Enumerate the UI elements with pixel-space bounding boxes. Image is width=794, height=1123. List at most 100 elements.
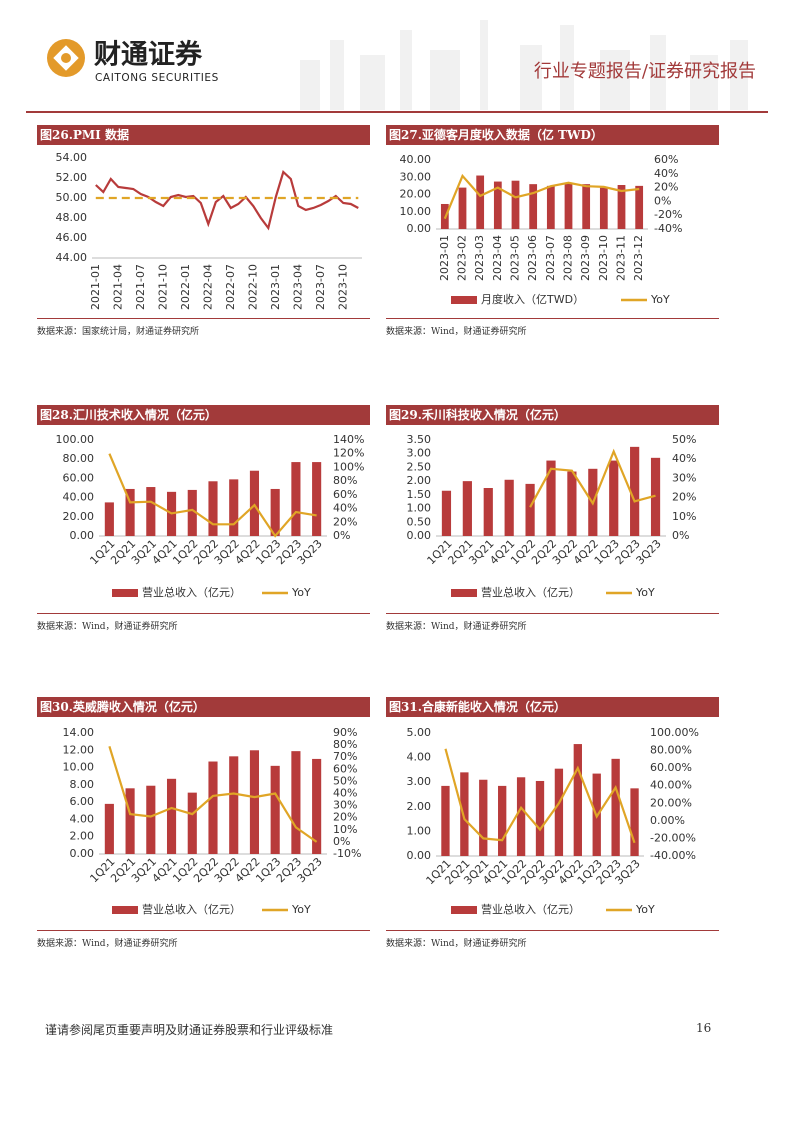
- y-tick-label: 6.00: [70, 795, 95, 808]
- y2-tick-label: 40%: [333, 502, 357, 515]
- y2-tick-label: -10%: [333, 847, 361, 860]
- legend-label: YoY: [635, 903, 655, 916]
- bar: [630, 446, 640, 536]
- y-tick-label: 50.00: [56, 191, 88, 204]
- figure-title: 图26.PMI 数据: [37, 125, 370, 145]
- figure-rule: [386, 930, 719, 931]
- y-tick-label: 10.00: [63, 761, 95, 774]
- footer-disclaimer: 谨请参阅尾页重要声明及财通证券股票和行业评级标准: [45, 1023, 334, 1037]
- bar: [146, 785, 156, 854]
- y-tick-label: 12.00: [63, 743, 95, 756]
- y2-tick-label: 20%: [672, 491, 696, 504]
- figure-title: 图30.英威腾收入情况（亿元）: [37, 697, 370, 717]
- bar: [104, 502, 114, 536]
- header: 财通证券 CAITONG SECURITIES 行业专题报告/证券研究报告: [26, 20, 768, 113]
- x-tick-label: 2021-10: [156, 264, 169, 310]
- y-tick-label: 40.00: [63, 491, 95, 504]
- legend-swatch: [451, 296, 477, 304]
- x-tick-label: 2023-11: [615, 235, 628, 281]
- y-tick-label: 100.00: [56, 433, 95, 446]
- bar: [529, 184, 538, 229]
- bar: [493, 181, 502, 229]
- figure-rule: [386, 318, 719, 319]
- y-tick-label: 5.00: [407, 726, 432, 739]
- bar: [564, 183, 573, 229]
- bar: [187, 792, 197, 854]
- y2-tick-label: 80%: [333, 738, 357, 751]
- y2-tick-label: 50%: [333, 774, 357, 787]
- bar: [554, 768, 564, 856]
- x-tick-label: 2023-07: [314, 264, 327, 310]
- legend-label: YoY: [650, 293, 670, 306]
- x-tick-label: 2023-04: [291, 264, 304, 310]
- y2-tick-label: 20%: [333, 811, 357, 824]
- bar: [582, 184, 591, 229]
- y2-tick-label: 30%: [672, 471, 696, 484]
- y-tick-label: 52.00: [56, 171, 88, 184]
- y2-tick-label: 100%: [333, 460, 364, 473]
- legend-label: 月度收入（亿TWD）: [481, 292, 584, 306]
- bar: [291, 751, 301, 854]
- bar: [312, 758, 322, 854]
- y2-tick-label: 20%: [333, 515, 357, 528]
- figure-source: 数据来源：Wind，财通证券研究所: [37, 622, 178, 632]
- chart: 0.00 1.00 2.00 3.00 4.00 5.00 -40.00% -20.00% 0.…: [407, 726, 699, 916]
- legend-swatch: [112, 906, 138, 914]
- bar: [546, 460, 556, 536]
- bar: [630, 788, 639, 856]
- y-tick-label: 2.00: [407, 800, 432, 813]
- bar: [504, 479, 514, 536]
- line: [108, 453, 317, 538]
- y2-tick-label: 0.00%: [650, 814, 685, 827]
- bar: [525, 483, 535, 536]
- y2-tick-label: 60%: [333, 762, 357, 775]
- y-tick-label: 40.00: [400, 153, 432, 166]
- y-tick-label: 0.00: [70, 847, 95, 860]
- line: [108, 745, 318, 843]
- chart: 0.000.501.001.502.002.503.003.50 0% 10% 20%…: [407, 433, 697, 599]
- bar: [270, 765, 280, 854]
- legend-label: 营业总收入（亿元）: [481, 585, 580, 599]
- y-tick-label: 0.50: [407, 515, 432, 528]
- bar: [611, 758, 620, 856]
- bar: [146, 487, 156, 536]
- y2-tick-label: 0%: [333, 529, 350, 542]
- legend-swatch: [451, 589, 477, 597]
- figure-source: 数据来源：Wind，财通证券研究所: [386, 939, 527, 949]
- logo-en: CAITONG SECURITIES: [95, 72, 219, 84]
- figure-title: 图29.禾川科技收入情况（亿元）: [386, 405, 719, 425]
- y-tick-label: 44.00: [56, 251, 88, 264]
- figure-rule: [37, 613, 370, 614]
- bar: [458, 187, 467, 229]
- y-tick-label: 2.00: [70, 830, 95, 843]
- y2-tick-label: 0%: [672, 529, 689, 542]
- bar: [104, 803, 114, 854]
- bar: [516, 777, 526, 856]
- bar: [460, 772, 469, 856]
- y-tick-label: 14.00: [63, 726, 95, 739]
- logo-icon-dot: [61, 53, 71, 63]
- x-tick-label: 2023-03: [473, 235, 486, 281]
- chart: 0.00 20.00 40.00 60.00 80.00 100.00 0%20%40%60…: [56, 433, 365, 599]
- x-tick-label: 2023-01: [438, 235, 451, 281]
- bar: [535, 780, 545, 856]
- line: [443, 173, 640, 220]
- x-tick-label: 2023-07: [544, 235, 557, 281]
- bar: [498, 785, 507, 856]
- chart: 0.00 10.00 20.00 30.00 40.00 -40%-20%0%20%40%…: [400, 153, 683, 306]
- y2-tick-label: 20.00%: [650, 796, 692, 809]
- x-tick-label: 2023-04: [491, 235, 504, 281]
- bar: [229, 756, 239, 854]
- bar: [567, 471, 577, 536]
- logo-cn: 财通证券: [94, 39, 203, 71]
- y-tick-label: 20.00: [63, 510, 95, 523]
- x-tick-label: 2021-07: [134, 264, 147, 310]
- figure-rule: [37, 318, 370, 319]
- figure-source: 数据来源：Wind，财通证券研究所: [37, 939, 178, 949]
- y2-tick-label: 0%: [654, 194, 671, 207]
- legend-swatch: [112, 589, 138, 597]
- y2-tick-label: -20.00%: [650, 831, 696, 844]
- legend-label: 营业总收入（亿元）: [142, 585, 241, 599]
- bar: [462, 481, 472, 536]
